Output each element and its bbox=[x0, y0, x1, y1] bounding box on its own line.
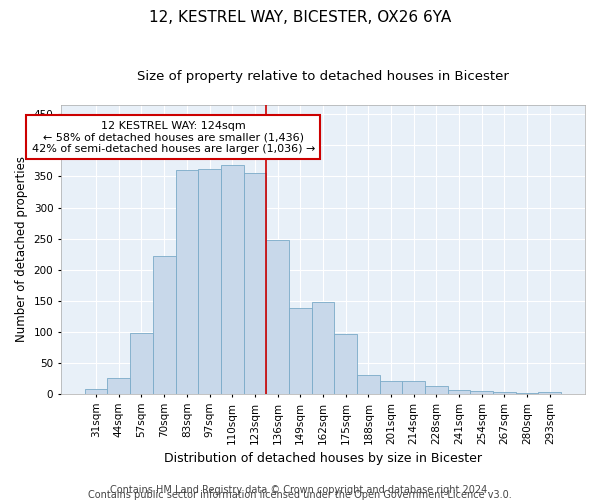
Bar bbox=[289, 308, 311, 394]
Bar bbox=[448, 390, 470, 394]
Text: Contains HM Land Registry data © Crown copyright and database right 2024.: Contains HM Land Registry data © Crown c… bbox=[110, 485, 490, 495]
Bar bbox=[244, 174, 266, 394]
Bar bbox=[221, 166, 244, 394]
Bar bbox=[470, 392, 493, 394]
Bar bbox=[266, 240, 289, 394]
Bar bbox=[130, 333, 153, 394]
Bar bbox=[334, 334, 357, 394]
Bar bbox=[425, 386, 448, 394]
Bar bbox=[380, 382, 403, 394]
Text: 12, KESTREL WAY, BICESTER, OX26 6YA: 12, KESTREL WAY, BICESTER, OX26 6YA bbox=[149, 10, 451, 25]
Bar bbox=[403, 382, 425, 394]
Bar bbox=[357, 376, 380, 394]
Text: Contains public sector information licensed under the Open Government Licence v3: Contains public sector information licen… bbox=[88, 490, 512, 500]
Bar bbox=[176, 170, 198, 394]
Bar bbox=[538, 392, 561, 394]
Bar bbox=[198, 169, 221, 394]
Bar bbox=[493, 392, 516, 394]
X-axis label: Distribution of detached houses by size in Bicester: Distribution of detached houses by size … bbox=[164, 452, 482, 465]
Text: 12 KESTREL WAY: 124sqm
← 58% of detached houses are smaller (1,436)
42% of semi-: 12 KESTREL WAY: 124sqm ← 58% of detached… bbox=[32, 120, 315, 154]
Bar bbox=[85, 389, 107, 394]
Bar bbox=[311, 302, 334, 394]
Y-axis label: Number of detached properties: Number of detached properties bbox=[15, 156, 28, 342]
Bar bbox=[107, 378, 130, 394]
Bar bbox=[153, 256, 176, 394]
Title: Size of property relative to detached houses in Bicester: Size of property relative to detached ho… bbox=[137, 70, 509, 83]
Bar bbox=[516, 392, 538, 394]
